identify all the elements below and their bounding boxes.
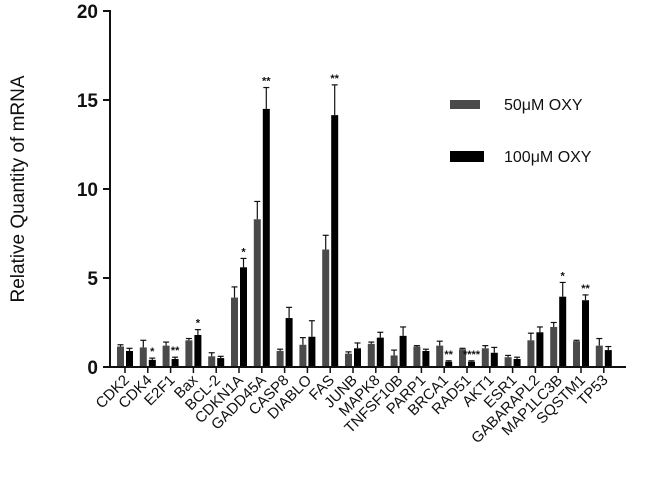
significance-marker: ** bbox=[444, 349, 453, 361]
bar-50uM bbox=[322, 249, 330, 367]
bar-50uM bbox=[436, 345, 444, 367]
bar-50uM bbox=[573, 341, 580, 367]
bar-100uM bbox=[468, 361, 475, 367]
bar-50uM bbox=[345, 353, 352, 367]
bar-100uM bbox=[194, 334, 202, 367]
bar-50uM bbox=[208, 356, 216, 367]
y-tick-label: 0 bbox=[87, 358, 98, 379]
y-tick-label: 10 bbox=[77, 180, 98, 201]
significance-marker: ** bbox=[581, 283, 590, 295]
y-axis: 0 5 10 15 20 bbox=[77, 2, 111, 379]
bar-100uM bbox=[240, 267, 247, 367]
bar-100uM bbox=[604, 350, 612, 367]
significance-marker: ** bbox=[330, 73, 339, 85]
bar-100uM bbox=[582, 300, 589, 367]
bar-100uM bbox=[262, 108, 270, 368]
bar-100uM bbox=[422, 350, 430, 367]
bar-100uM bbox=[445, 361, 453, 367]
bar-50uM bbox=[117, 346, 124, 367]
bar-50uM bbox=[595, 345, 603, 367]
bar-50uM bbox=[527, 340, 535, 367]
bar-100uM bbox=[331, 115, 339, 367]
bar-50uM bbox=[185, 340, 193, 367]
legend: 50μM OXY 100μM OXY bbox=[450, 97, 592, 166]
bars-group: * ****** **** ******* bbox=[117, 73, 612, 368]
y-tick-label: 5 bbox=[87, 269, 98, 290]
bar-100uM bbox=[171, 358, 179, 367]
significance-marker: * bbox=[561, 270, 566, 282]
bar-100uM bbox=[513, 358, 521, 367]
significance-marker: ** bbox=[262, 76, 271, 88]
y-tick-label: 15 bbox=[77, 91, 99, 112]
bar-50uM bbox=[413, 346, 421, 367]
bar-50uM bbox=[459, 349, 466, 367]
legend-swatch-50uM bbox=[450, 100, 480, 109]
bar-100uM bbox=[376, 337, 384, 367]
y-axis-label: Relative Quantity of mRNA bbox=[8, 75, 29, 302]
bar-100uM bbox=[536, 332, 544, 367]
bar-100uM bbox=[399, 335, 407, 367]
legend-label-50uM: 50μM OXY bbox=[504, 97, 583, 114]
bar-100uM bbox=[354, 348, 361, 367]
bar-100uM bbox=[490, 352, 498, 367]
significance-marker: * bbox=[241, 246, 246, 258]
bar-50uM bbox=[162, 345, 170, 367]
bar-50uM bbox=[481, 348, 489, 367]
bar-50uM bbox=[231, 297, 238, 367]
bar-50uM bbox=[550, 326, 558, 367]
significance-marker: **** bbox=[463, 349, 481, 361]
significance-marker: * bbox=[196, 318, 201, 330]
bar-100uM bbox=[308, 336, 316, 367]
bar-50uM bbox=[276, 350, 284, 367]
legend-swatch-100uM bbox=[450, 151, 484, 162]
significance-marker: ** bbox=[171, 345, 180, 357]
bar-50uM bbox=[299, 344, 307, 367]
significance-marker: * bbox=[150, 346, 155, 358]
bar-100uM bbox=[148, 359, 156, 367]
legend-label-100uM: 100μM OXY bbox=[504, 149, 592, 166]
bar-100uM bbox=[126, 350, 133, 367]
bar-100uM bbox=[217, 358, 225, 367]
y-tick-label: 20 bbox=[77, 2, 98, 23]
bar-50uM bbox=[504, 357, 512, 367]
bar-50uM bbox=[139, 347, 147, 367]
bar-100uM bbox=[285, 318, 293, 367]
bar-50uM bbox=[390, 355, 398, 367]
bar-100uM bbox=[559, 296, 567, 367]
bar-50uM bbox=[367, 343, 375, 367]
x-axis: CDK2CDK4E2F1BaxBCL-2CDKN1AGADD45ACASP8DI… bbox=[93, 366, 626, 447]
bar-50uM bbox=[253, 219, 261, 367]
